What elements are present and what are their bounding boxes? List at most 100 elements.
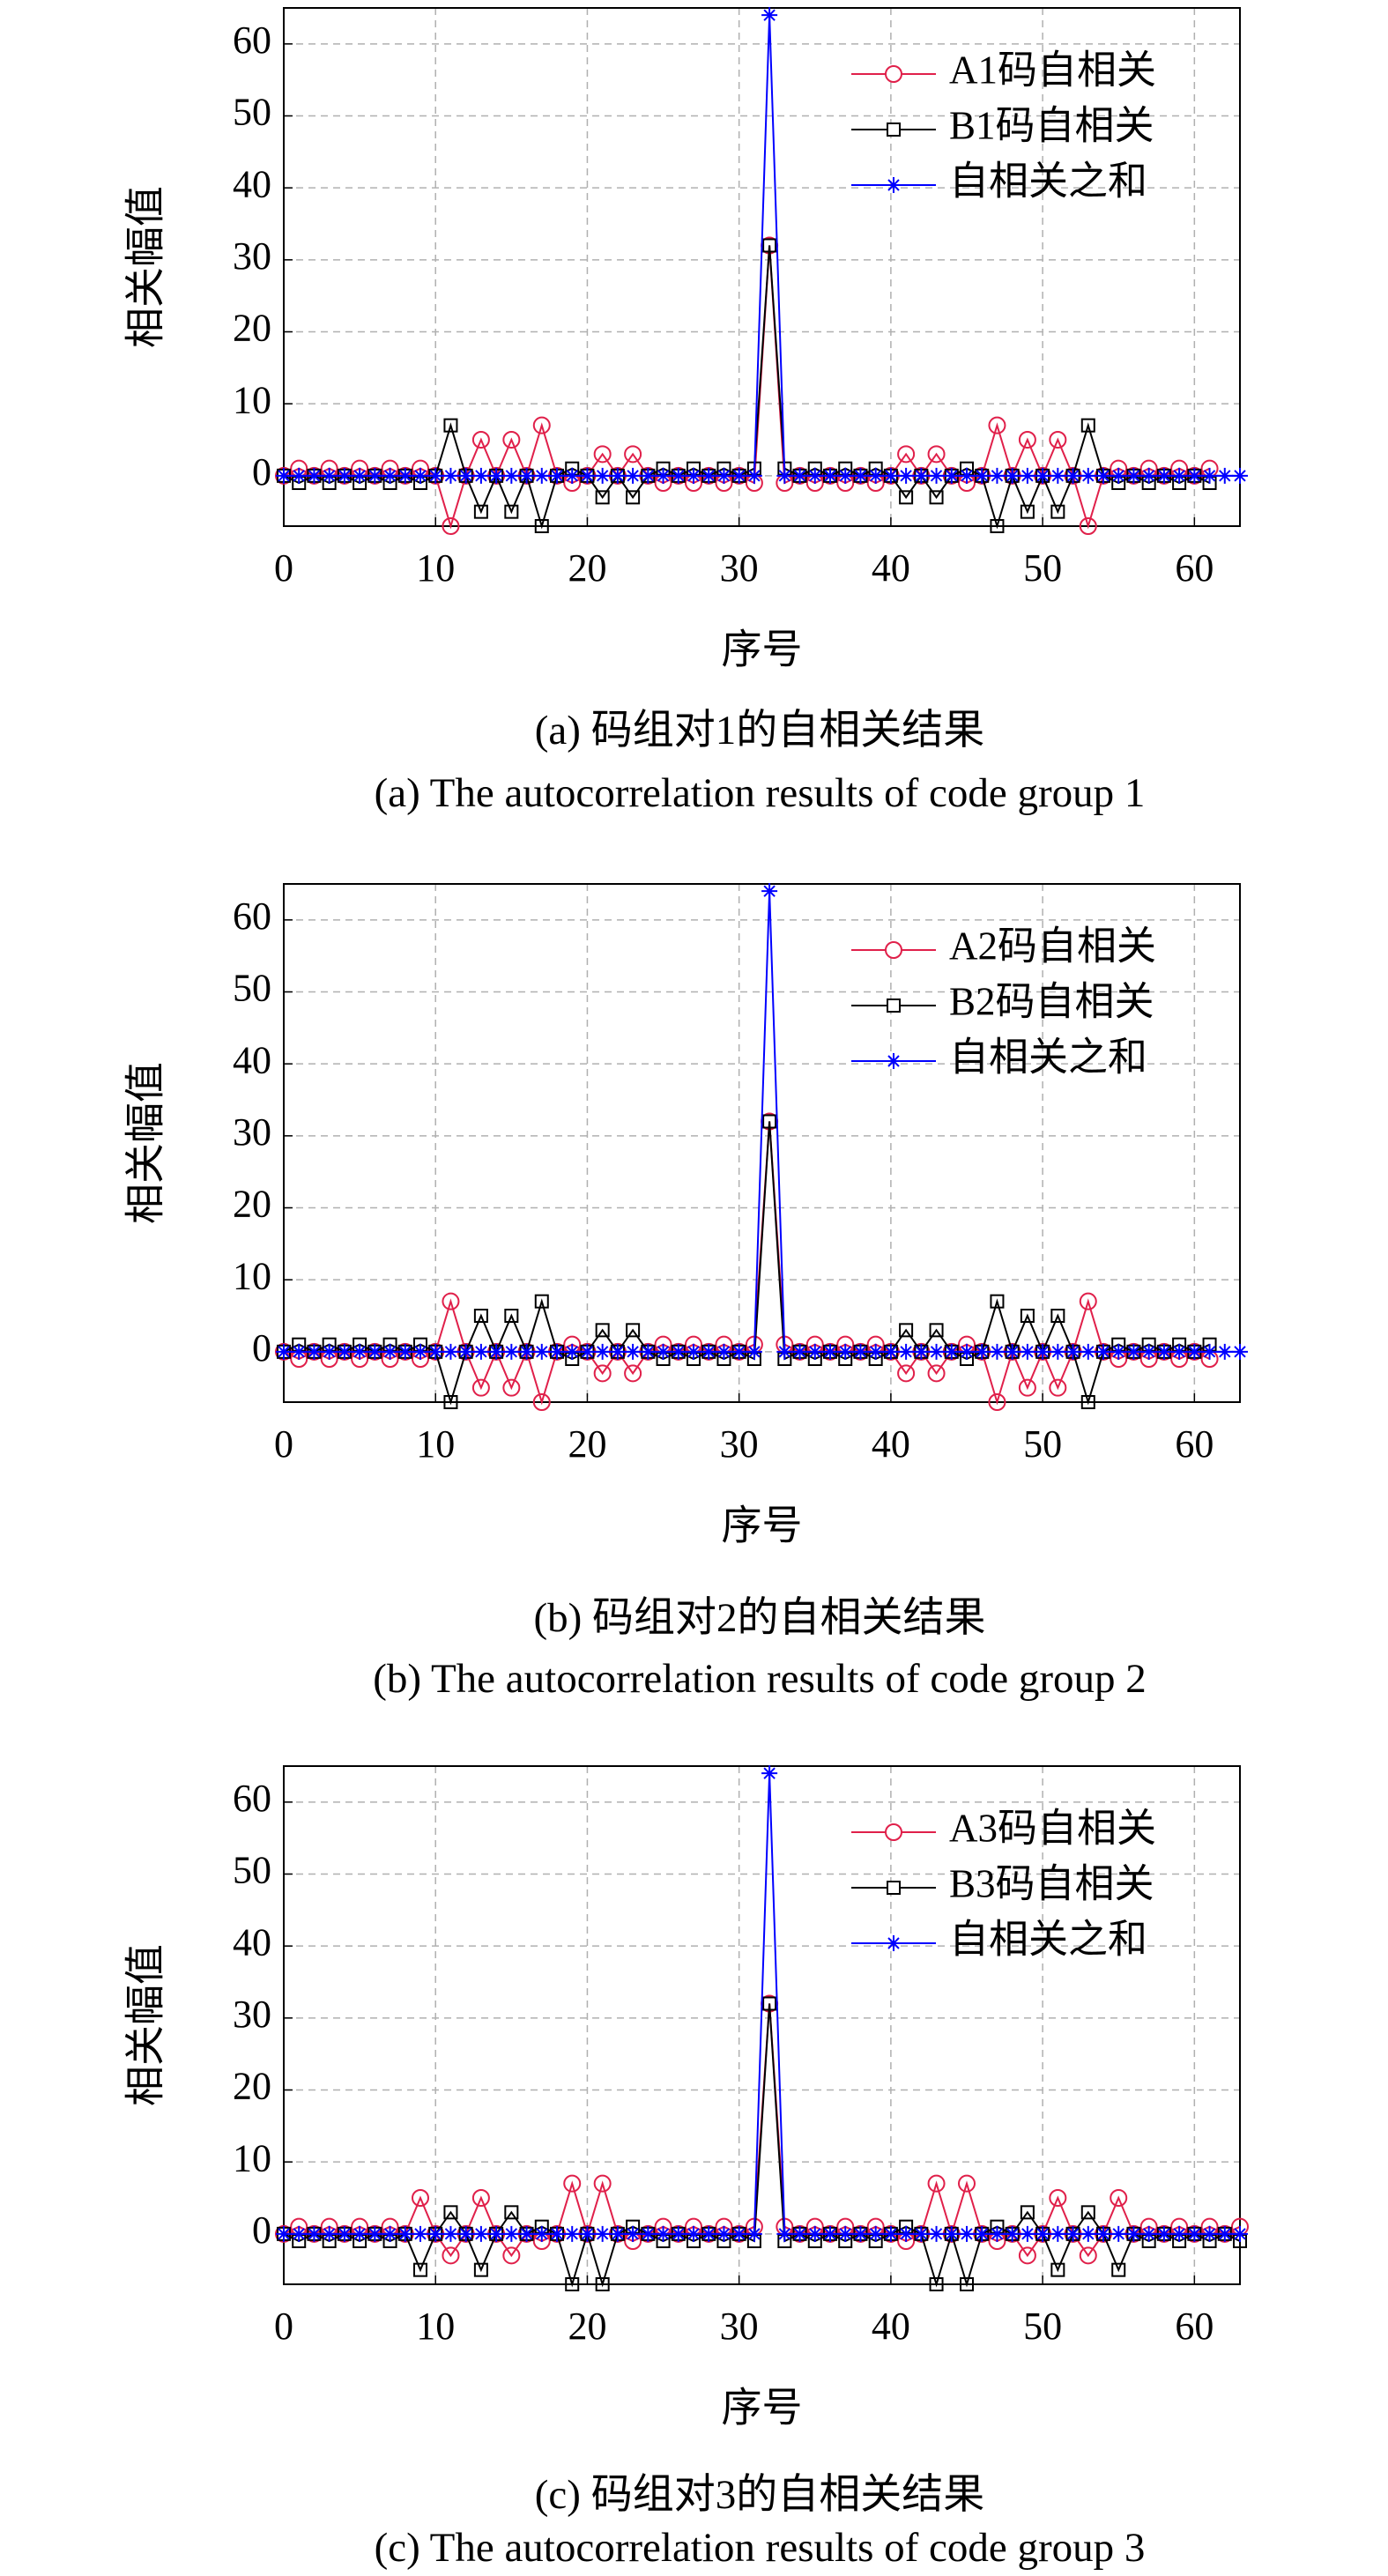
marker [1050,2262,1065,2277]
marker [1080,2205,1095,2220]
x-tick-label: 50 [1023,546,1062,590]
marker [806,2225,823,2242]
marker [791,467,808,484]
marker [382,467,398,484]
marker [928,2225,945,2242]
series [276,1765,1248,2242]
marker [716,467,732,484]
marker [504,504,519,519]
marker [595,2277,610,2291]
marker [1020,2205,1035,2220]
marker [471,2189,490,2207]
series [276,7,1248,484]
legend-symbol [886,177,902,193]
marker [336,1343,353,1360]
marker [837,1343,854,1360]
marker [1125,2225,1142,2242]
y-tick-label: 30 [233,1110,271,1154]
marker [1155,467,1172,484]
marker [624,445,642,464]
marker [549,2225,565,2242]
marker [1095,1343,1111,1360]
marker [701,2225,717,2242]
marker [412,2225,428,2242]
marker [1049,1378,1067,1397]
marker [686,2225,701,2242]
x-tick-label: 30 [720,546,759,590]
marker [806,1343,823,1360]
marker [1020,504,1035,519]
marker [1110,467,1127,484]
marker [731,467,747,484]
marker [457,2225,474,2242]
marker [442,2225,459,2242]
marker [1080,467,1096,484]
marker [1049,2189,1067,2207]
marker [988,1393,1006,1411]
y-tick-label: 0 [252,450,271,494]
marker [959,1343,975,1360]
marker [291,2225,308,2242]
marker [593,1364,612,1383]
marker [502,431,521,449]
marker [1140,467,1157,484]
x-tick-label: 0 [274,1422,293,1466]
marker [1110,1343,1127,1360]
marker [1020,1309,1035,1323]
legend-symbol [885,1823,902,1841]
marker [352,2225,368,2242]
legend-symbol [887,1881,901,1895]
marker [1201,1343,1218,1360]
marker [625,467,642,484]
marker [579,2225,596,2242]
marker [1140,2225,1157,2242]
marker [761,883,778,900]
caption: (b) The autocorrelation results of code … [373,1656,1147,1702]
marker [1171,467,1188,484]
marker [989,467,1006,484]
marker [852,2225,869,2242]
marker [1019,467,1035,484]
legend-marker [887,122,901,137]
legend-label: A1码自相关 [949,48,1156,92]
legend-label: B2码自相关 [949,979,1154,1023]
caption: (a) 码组对1的自相关结果 [535,708,984,753]
plot-frame [283,1765,1241,2285]
marker [336,467,353,484]
marker [1035,467,1051,484]
marker [1110,2225,1127,2242]
marker [655,1343,672,1360]
marker [1065,1343,1081,1360]
marker [746,467,762,484]
y-tick-label: 40 [233,162,271,205]
marker [913,2225,930,2242]
marker [352,1343,368,1360]
marker [625,1343,642,1360]
marker [532,416,551,434]
marker [412,467,428,484]
marker [943,2225,960,2242]
marker [471,1378,490,1397]
marker [321,1343,338,1360]
marker [609,2225,626,2242]
marker [1065,2225,1081,2242]
marker [473,504,488,519]
legend-label: 自相关之和 [949,1035,1147,1079]
marker [1079,517,1097,535]
marker [927,2174,946,2193]
x-axis-label: 序号 [722,2386,803,2431]
legend-marker [887,1881,901,1895]
marker [837,2225,854,2242]
marker [549,1343,565,1360]
marker [291,467,308,484]
marker [806,467,823,484]
marker [1201,467,1218,484]
marker [943,467,960,484]
x-tick-label: 30 [720,1422,759,1466]
marker [442,1292,460,1310]
y-tick-label: 20 [233,2065,271,2108]
legend-symbol [887,998,901,1013]
legend-symbol [887,998,901,1013]
marker [958,2174,976,2193]
